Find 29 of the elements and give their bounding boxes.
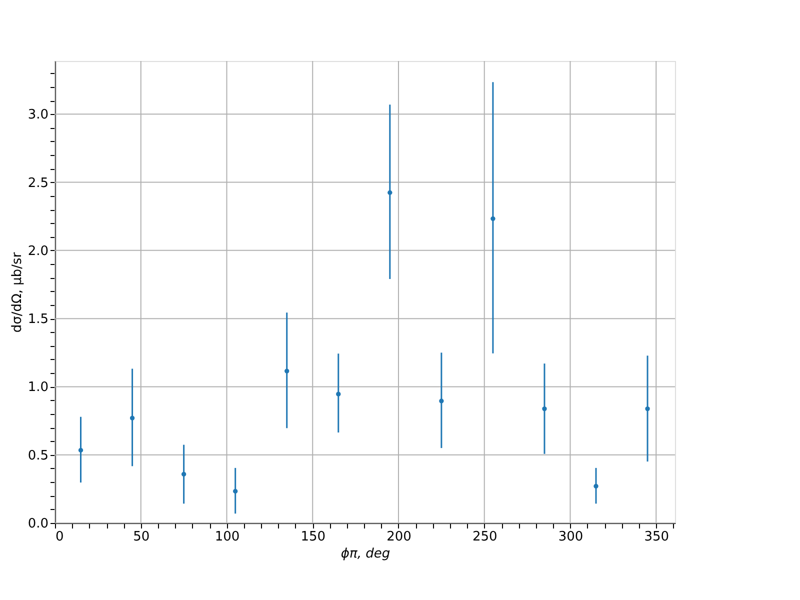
point bbox=[388, 190, 392, 195]
point bbox=[181, 472, 186, 477]
x-tick-label: 250 bbox=[472, 530, 498, 544]
x-tick-label: 150 bbox=[300, 530, 326, 544]
point bbox=[284, 368, 290, 374]
point bbox=[130, 416, 135, 420]
y-tick-label: 3.0 bbox=[28, 108, 48, 123]
point bbox=[336, 392, 341, 396]
point bbox=[490, 216, 496, 222]
point bbox=[78, 448, 84, 453]
point bbox=[594, 484, 598, 489]
x-tick-label: 300 bbox=[558, 530, 584, 544]
y-tick-label: 1.0 bbox=[28, 380, 48, 396]
y-tick-label: 2.5 bbox=[28, 176, 48, 191]
y-tick-label: 2.0 bbox=[28, 244, 48, 259]
x-tick-label: 200 bbox=[386, 530, 412, 544]
x-axis-title: ϕπ, deg bbox=[340, 546, 390, 562]
x-tick-label: 350 bbox=[644, 530, 670, 544]
x-tick-label: 100 bbox=[214, 530, 240, 544]
y-tick-label: 0.5 bbox=[28, 448, 48, 464]
point bbox=[645, 406, 650, 412]
x-tick-label: 0 bbox=[56, 530, 64, 544]
point bbox=[542, 406, 547, 412]
y-tick-label: 1.5 bbox=[28, 312, 48, 328]
point bbox=[439, 398, 444, 404]
y-axis-title: dσ/dΩ, μb/sr bbox=[10, 252, 25, 333]
y-tick-label: 0.0 bbox=[28, 516, 48, 532]
x-tick-label: 50 bbox=[133, 530, 150, 544]
point bbox=[232, 488, 238, 494]
